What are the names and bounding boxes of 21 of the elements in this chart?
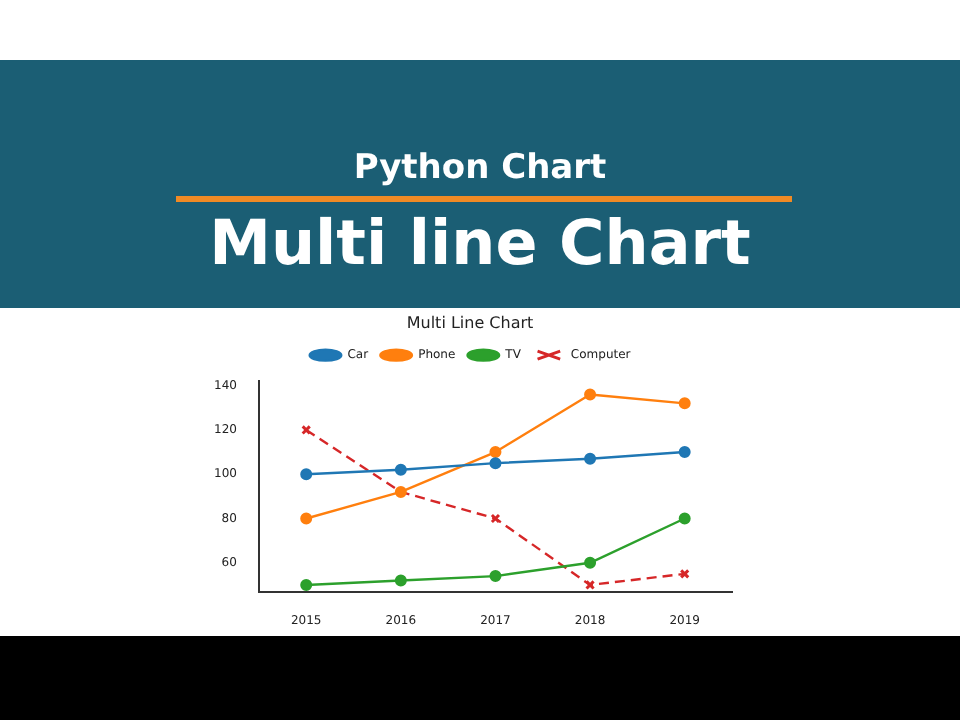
point	[301, 424, 312, 435]
point	[678, 397, 691, 410]
point	[585, 579, 596, 590]
point	[679, 568, 690, 579]
point	[584, 388, 597, 401]
point	[300, 468, 313, 481]
point	[489, 446, 502, 459]
point	[489, 457, 502, 470]
text: Multi line Chart	[207, 208, 753, 280]
point	[394, 574, 407, 587]
point	[584, 556, 597, 569]
point	[490, 513, 501, 524]
point	[678, 446, 691, 459]
chart-title: Multi Line Chart	[406, 313, 534, 332]
point	[678, 512, 691, 525]
point	[300, 578, 313, 591]
point	[394, 463, 407, 476]
text: Python Chart	[351, 148, 609, 188]
point	[300, 512, 313, 525]
point	[584, 452, 597, 465]
point	[489, 570, 502, 583]
